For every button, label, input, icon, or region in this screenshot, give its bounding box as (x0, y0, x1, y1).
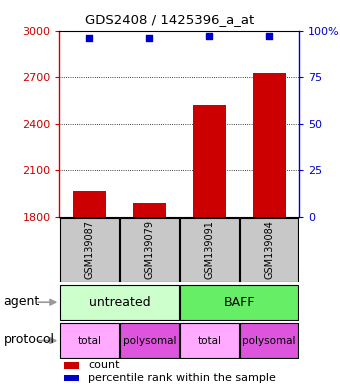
Point (87, 35, 92, 41)
Text: total: total (78, 336, 101, 346)
Text: percentile rank within the sample: percentile rank within the sample (88, 373, 276, 383)
Text: protocol: protocol (3, 333, 54, 346)
Bar (64, 374, 79, 381)
Bar (193, 105, 226, 217)
Text: GSM139084: GSM139084 (264, 220, 274, 280)
Bar (73, 190, 106, 217)
Point (267, 33, 272, 40)
Bar (180, 285, 299, 319)
Bar (180, 323, 239, 358)
Bar (253, 73, 286, 217)
Bar (133, 203, 166, 217)
Text: untreated: untreated (89, 296, 150, 309)
Point (147, 35, 152, 41)
Bar (60, 323, 119, 358)
Text: BAFF: BAFF (224, 296, 255, 309)
Bar (240, 218, 299, 281)
Text: agent: agent (3, 295, 40, 308)
Bar (180, 218, 239, 281)
Text: GSM139079: GSM139079 (144, 220, 154, 280)
Bar (60, 285, 178, 319)
Text: count: count (88, 360, 120, 370)
Bar (64, 362, 79, 369)
Text: polysomal: polysomal (123, 336, 176, 346)
Bar (240, 323, 299, 358)
Text: total: total (197, 336, 221, 346)
Point (207, 33, 212, 40)
Text: GSM139091: GSM139091 (204, 220, 214, 280)
Bar (120, 323, 178, 358)
Bar (60, 218, 119, 281)
Text: polysomal: polysomal (242, 336, 296, 346)
Bar (120, 218, 178, 281)
Text: GDS2408 / 1425396_a_at: GDS2408 / 1425396_a_at (85, 13, 255, 26)
Text: GSM139087: GSM139087 (84, 220, 95, 280)
